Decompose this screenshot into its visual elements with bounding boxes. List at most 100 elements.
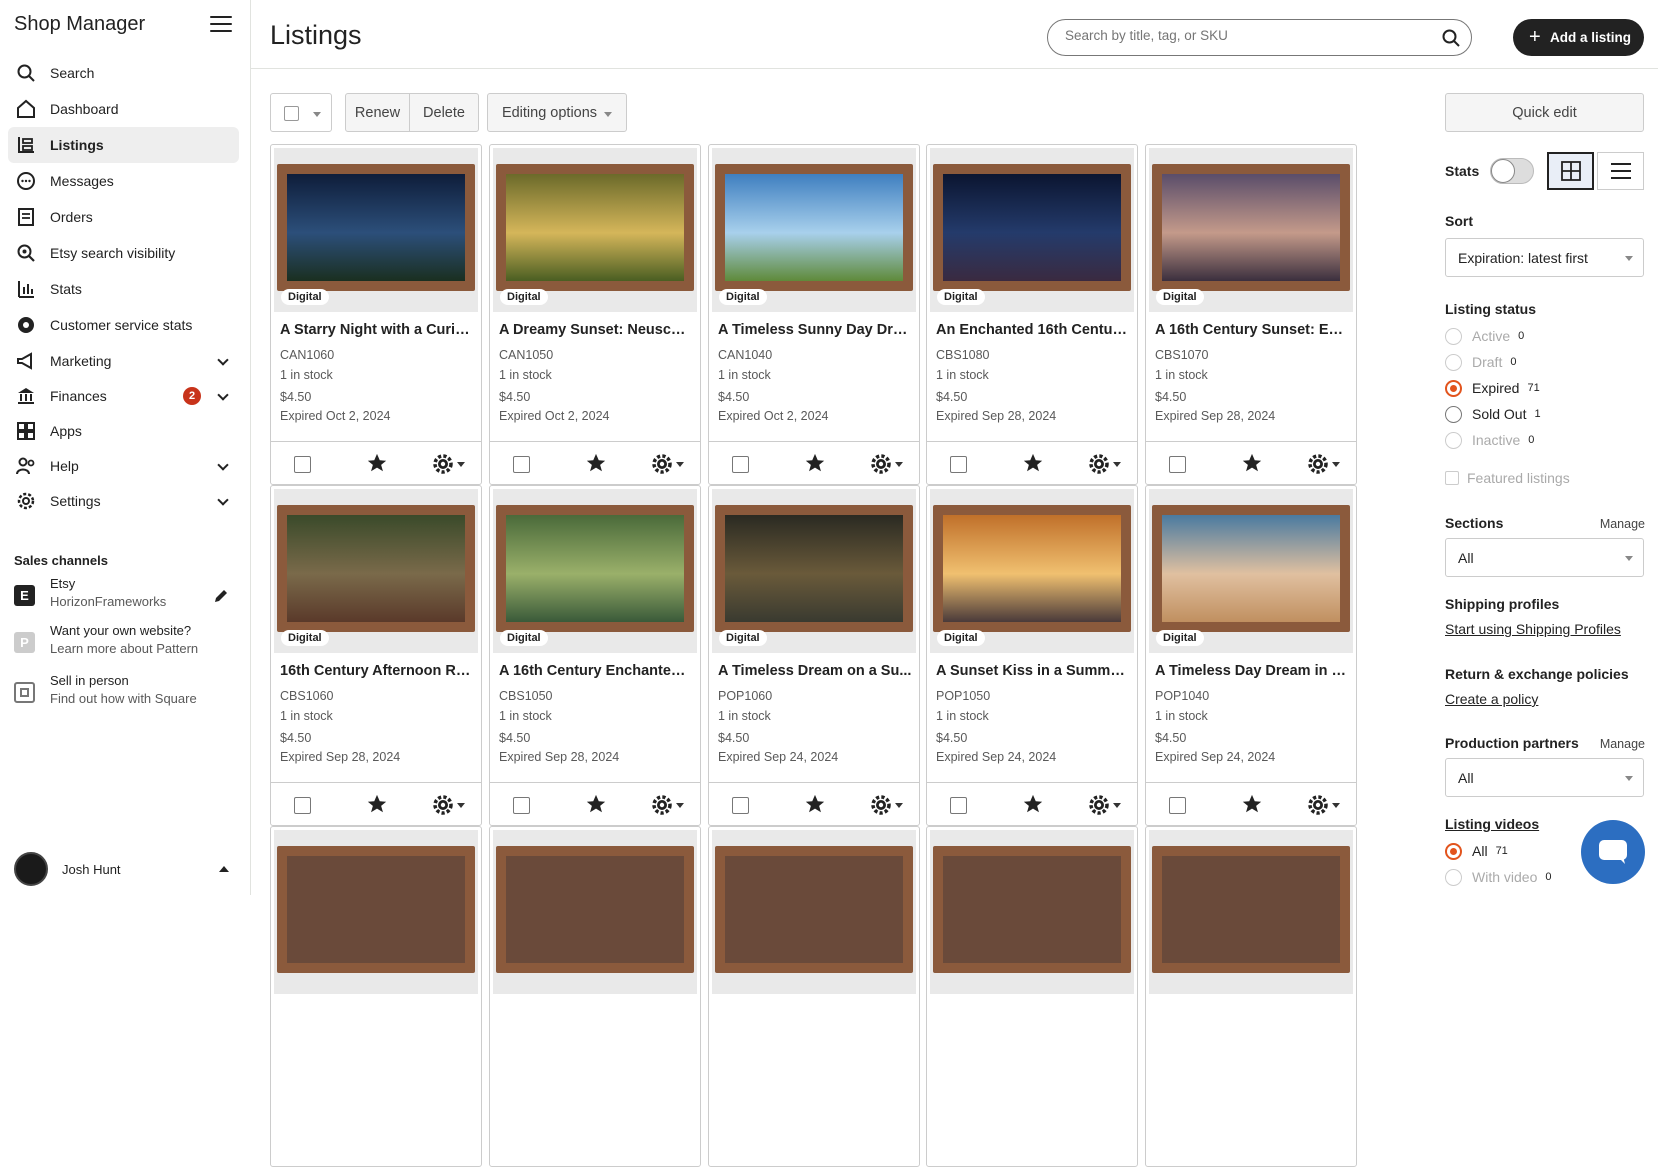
listing-image[interactable]: Digital xyxy=(1149,148,1353,312)
listing-title[interactable]: A Starry Night with a Curio... xyxy=(280,322,474,338)
listing-checkbox[interactable] xyxy=(1169,456,1186,473)
listing-image[interactable] xyxy=(1149,830,1353,994)
listing-card[interactable] xyxy=(926,826,1138,1167)
chevron-down-icon[interactable] xyxy=(1113,803,1121,808)
checkbox[interactable] xyxy=(1445,471,1459,485)
gear-icon[interactable] xyxy=(869,793,893,817)
listing-card[interactable] xyxy=(1145,826,1357,1167)
chevron-down-icon[interactable] xyxy=(217,459,229,471)
listing-title[interactable]: A Timeless Dream on a Su... xyxy=(718,663,912,679)
sidebar-item-dashboard[interactable]: Dashboard xyxy=(8,91,239,127)
listing-checkbox[interactable] xyxy=(294,456,311,473)
partners-select[interactable]: All xyxy=(1445,758,1644,797)
listing-card[interactable]: Digital 16th Century Afternoon Rai... CBS1… xyxy=(270,485,482,826)
chevron-down-icon[interactable] xyxy=(676,803,684,808)
listing-image[interactable]: Digital xyxy=(493,148,697,312)
sidebar-item-search[interactable]: Search xyxy=(8,55,239,91)
listing-title[interactable]: A 16th Century Sunset: Enc... xyxy=(1155,322,1349,338)
star-icon[interactable] xyxy=(585,793,607,815)
listing-image[interactable]: Digital xyxy=(930,148,1134,312)
star-icon[interactable] xyxy=(804,452,826,474)
menu-icon[interactable] xyxy=(210,16,232,34)
listing-checkbox[interactable] xyxy=(294,797,311,814)
listing-image[interactable]: Digital xyxy=(930,489,1134,653)
listing-card[interactable]: Digital A Sunset Kiss in a Summer ... POP1… xyxy=(926,485,1138,826)
listing-title[interactable]: A Timeless Day Dream in S... xyxy=(1155,663,1349,679)
chevron-down-icon[interactable] xyxy=(676,462,684,467)
star-icon[interactable] xyxy=(366,793,388,815)
sidebar-item-listings[interactable]: Listings xyxy=(8,127,239,163)
select-all-checkbox[interactable] xyxy=(284,106,299,121)
listing-title[interactable]: A Dreamy Sunset: Neuschw... xyxy=(499,322,693,338)
sidebar-item-finances[interactable]: Finances 2 xyxy=(8,378,239,413)
star-icon[interactable] xyxy=(804,793,826,815)
sidebar-item-orders[interactable]: Orders xyxy=(8,199,239,235)
listing-card[interactable]: Digital A Timeless Sunny Day Drea... CAN10… xyxy=(708,144,920,485)
listing-checkbox[interactable] xyxy=(950,797,967,814)
stats-toggle[interactable] xyxy=(1490,158,1534,184)
radio-circle[interactable] xyxy=(1445,405,1462,423)
listing-card[interactable] xyxy=(489,826,701,1167)
partners-manage-link[interactable]: Manage xyxy=(1599,737,1645,751)
list-view-button[interactable] xyxy=(1597,152,1644,190)
add-listing-button[interactable]: + Add a listing xyxy=(1513,19,1644,56)
listing-checkbox[interactable] xyxy=(950,456,967,473)
listing-image[interactable] xyxy=(274,830,478,994)
featured-listings-checkbox[interactable]: Featured listings xyxy=(1445,470,1570,486)
listing-card[interactable]: Digital A Timeless Dream on a Su... POP106… xyxy=(708,485,920,826)
listing-card[interactable] xyxy=(270,826,482,1167)
sort-select[interactable]: Expiration: latest first xyxy=(1445,238,1644,277)
editing-options-button[interactable]: Editing options xyxy=(487,93,627,132)
sidebar-item-stats[interactable]: Stats xyxy=(8,271,239,307)
listing-checkbox[interactable] xyxy=(513,797,530,814)
listing-title[interactable]: A Timeless Sunny Day Drea... xyxy=(718,322,912,338)
sidebar-item-settings[interactable]: Settings xyxy=(8,483,239,518)
gear-icon[interactable] xyxy=(1306,452,1330,476)
star-icon[interactable] xyxy=(1241,793,1263,815)
listing-card[interactable] xyxy=(708,826,920,1167)
gear-icon[interactable] xyxy=(650,452,674,476)
listing-title[interactable]: An Enchanted 16th Century... xyxy=(936,322,1130,338)
radio-inactive[interactable]: Inactive 0 xyxy=(1445,429,1534,451)
listing-image[interactable]: Digital xyxy=(712,148,916,312)
delete-button[interactable]: Delete xyxy=(409,93,479,132)
chevron-down-icon[interactable] xyxy=(217,389,229,401)
radio-active[interactable]: Active 0 xyxy=(1445,325,1524,347)
pencil-icon[interactable] xyxy=(213,588,229,604)
radio-all[interactable]: All 71 xyxy=(1445,840,1508,862)
star-icon[interactable] xyxy=(1241,452,1263,474)
renew-button[interactable]: Renew xyxy=(345,93,410,132)
sidebar-item-apps[interactable]: Apps xyxy=(8,413,239,448)
select-all-dropdown[interactable] xyxy=(270,93,332,132)
star-icon[interactable] xyxy=(366,452,388,474)
channel-pattern[interactable]: P Want your own website? Learn more abou… xyxy=(14,623,239,663)
gear-icon[interactable] xyxy=(1087,793,1111,817)
user-menu[interactable]: Josh Hunt xyxy=(14,852,239,888)
search-box[interactable] xyxy=(1047,19,1472,56)
listing-card[interactable]: Digital A 16th Century Enchanted J... CBS1… xyxy=(489,485,701,826)
chevron-down-icon[interactable] xyxy=(895,803,903,808)
chevron-down-icon[interactable] xyxy=(1113,462,1121,467)
quick-edit-button[interactable]: Quick edit xyxy=(1445,93,1644,132)
radio-circle[interactable] xyxy=(1445,868,1462,886)
listing-image[interactable] xyxy=(930,830,1134,994)
listing-card[interactable]: Digital An Enchanted 16th Century... CBS10… xyxy=(926,144,1138,485)
chevron-down-icon[interactable] xyxy=(217,354,229,366)
listing-title[interactable]: A Sunset Kiss in a Summer ... xyxy=(936,663,1130,679)
chevron-down-icon[interactable] xyxy=(1332,462,1340,467)
listing-checkbox[interactable] xyxy=(513,456,530,473)
search-icon[interactable] xyxy=(1441,28,1461,48)
gear-icon[interactable] xyxy=(431,452,455,476)
listing-image[interactable] xyxy=(493,830,697,994)
listing-card[interactable]: Digital A Starry Night with a Curio... CAN… xyxy=(270,144,482,485)
sidebar-item-etsy-search-visibility[interactable]: Etsy search visibility xyxy=(8,235,239,271)
chevron-down-icon[interactable] xyxy=(895,462,903,467)
gear-icon[interactable] xyxy=(431,793,455,817)
radio-expired[interactable]: Expired 71 xyxy=(1445,377,1540,399)
listing-checkbox[interactable] xyxy=(732,797,749,814)
gear-icon[interactable] xyxy=(869,452,893,476)
sidebar-item-help[interactable]: Help xyxy=(8,448,239,483)
create-policy-link[interactable]: Create a policy xyxy=(1445,691,1539,707)
gear-icon[interactable] xyxy=(1306,793,1330,817)
listing-checkbox[interactable] xyxy=(1169,797,1186,814)
